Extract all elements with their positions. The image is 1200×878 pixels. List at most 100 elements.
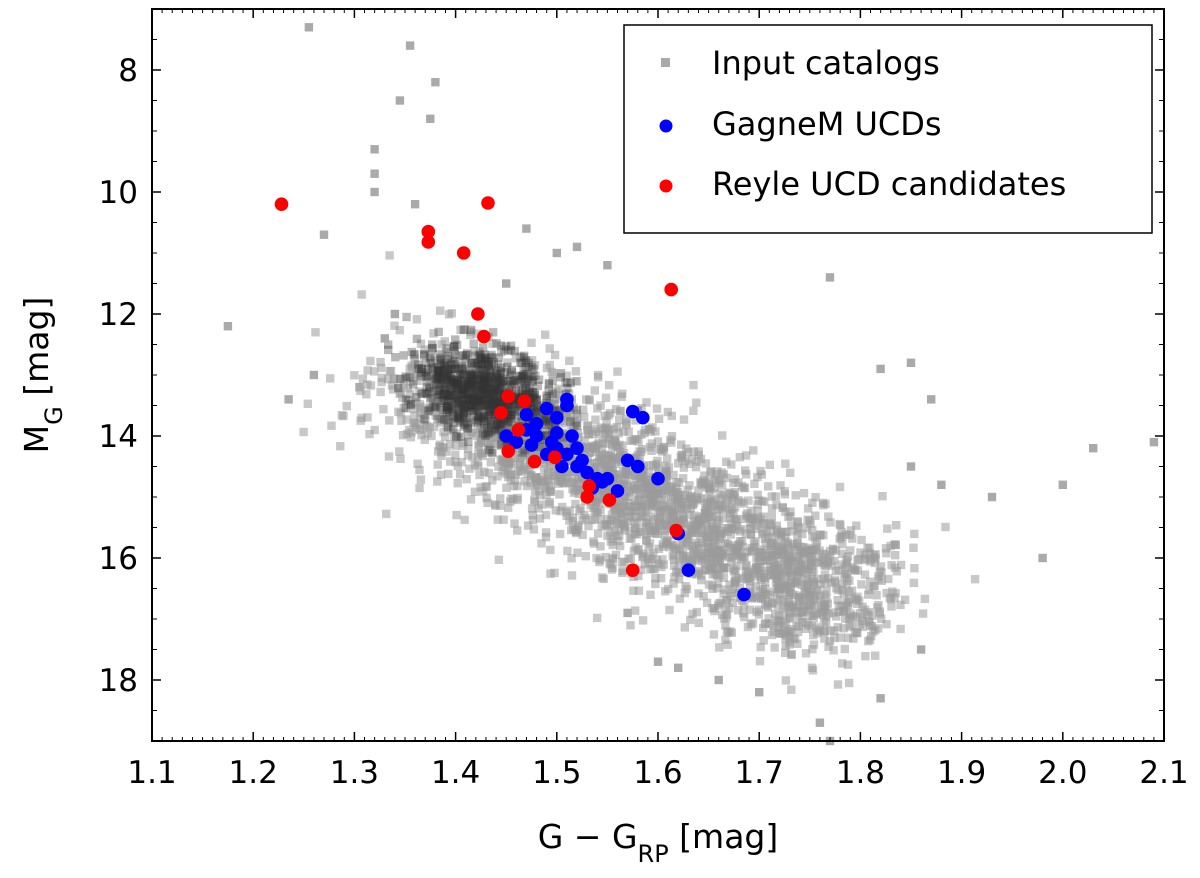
input-catalog-point <box>484 468 493 478</box>
input-catalog-point <box>426 114 435 123</box>
input-catalog-point <box>473 403 483 413</box>
input-catalog-point <box>394 383 404 393</box>
input-catalog-point <box>490 386 499 396</box>
input-catalog-point <box>765 460 774 470</box>
input-catalog-point <box>685 510 694 520</box>
input-catalog-point <box>455 358 464 367</box>
input-catalog-point <box>681 581 690 591</box>
input-catalog-point <box>476 393 485 403</box>
input-catalog-point <box>692 538 701 548</box>
legend-label-gagnem-ucds: GagneM UCDs <box>712 105 942 143</box>
input-catalog-point <box>435 356 444 366</box>
input-catalog-point <box>458 412 467 422</box>
input-catalog-point <box>444 396 453 406</box>
input-catalog-point <box>649 497 659 506</box>
input-catalog-point <box>504 503 513 512</box>
input-catalog-point <box>786 579 795 588</box>
input-catalog-point <box>489 378 498 388</box>
input-catalog-point <box>440 396 449 406</box>
input-catalog-point <box>718 505 727 515</box>
input-catalog-point <box>464 394 473 404</box>
input-catalog-point <box>467 385 477 394</box>
input-catalog-point <box>461 396 471 405</box>
input-catalog-point <box>626 621 635 630</box>
input-catalog-point <box>838 532 847 541</box>
input-catalog-point <box>456 390 465 399</box>
input-catalog-point <box>800 561 809 570</box>
input-catalog-point <box>461 400 471 409</box>
input-catalog-point <box>514 401 523 411</box>
input-catalog-point <box>480 414 489 423</box>
input-catalog-point <box>637 501 647 510</box>
input-catalog-point <box>661 587 670 596</box>
input-catalog-point <box>416 339 426 348</box>
input-catalog-point <box>420 421 429 430</box>
input-catalog-point <box>527 376 536 385</box>
input-catalog-point <box>630 530 640 539</box>
gagnem-ucd-point <box>529 417 544 431</box>
x-tick-label: 1.2 <box>229 755 278 791</box>
input-catalog-point <box>468 370 477 379</box>
input-catalog-point <box>508 459 518 469</box>
input-catalog-point <box>615 524 624 533</box>
input-catalog-point <box>576 504 585 513</box>
input-catalog-point <box>799 602 809 611</box>
input-catalog-point <box>680 490 689 499</box>
input-catalog-point <box>802 523 812 533</box>
input-catalog-point <box>492 398 502 407</box>
legend-marker-input-catalogs <box>661 58 670 67</box>
input-catalog-point <box>474 361 483 371</box>
input-catalog-point <box>716 534 725 543</box>
input-catalog-point <box>664 463 674 472</box>
input-catalog-point <box>637 565 646 575</box>
input-catalog-point <box>495 391 504 401</box>
input-catalog-point <box>792 622 801 631</box>
input-catalog-point <box>884 574 893 584</box>
input-catalog-point <box>814 557 823 567</box>
input-catalog-point <box>529 372 538 381</box>
input-catalog-point <box>853 556 862 565</box>
input-catalog-point <box>525 465 534 474</box>
input-catalog-point <box>987 492 997 502</box>
input-catalog-point <box>485 365 494 375</box>
input-catalog-point <box>700 471 709 480</box>
input-catalog-point <box>464 437 473 446</box>
input-catalog-point <box>482 482 491 491</box>
legend-marker-reyle-ucd-candidates <box>659 179 673 193</box>
input-catalog-point <box>616 406 625 416</box>
input-catalog-point <box>459 370 469 379</box>
input-catalog-point <box>876 562 886 571</box>
input-catalog-point <box>632 435 641 444</box>
input-catalog-point <box>398 374 407 383</box>
input-catalog-point <box>835 482 845 492</box>
input-catalog-point <box>792 540 802 549</box>
input-catalog-point <box>409 380 418 389</box>
y-tick-label: 10 <box>99 175 138 211</box>
input-catalog-point <box>486 352 495 362</box>
input-catalog-point <box>794 614 803 623</box>
input-catalog-point <box>493 360 503 369</box>
input-catalog-point <box>844 678 854 688</box>
input-catalog-point <box>223 322 233 331</box>
input-catalog-point <box>860 570 870 579</box>
input-catalog-point <box>460 407 469 417</box>
gagnem-ucd-point <box>519 407 534 422</box>
input-catalog-point <box>479 380 488 390</box>
input-catalog-point <box>463 451 473 460</box>
input-catalog-point <box>495 373 505 382</box>
input-catalog-point <box>513 526 522 535</box>
input-catalog-point <box>669 579 678 588</box>
input-catalog-point <box>754 605 764 615</box>
input-catalog-point <box>712 584 722 593</box>
input-catalog-point <box>617 558 627 567</box>
input-catalog-point <box>758 530 767 539</box>
input-catalog-point <box>484 380 493 389</box>
x-axis-label: G − GRP [mag] <box>538 817 779 868</box>
input-catalog-point <box>521 390 531 399</box>
input-catalog-point <box>483 498 492 508</box>
input-catalog-point <box>525 388 534 398</box>
input-catalog-point <box>760 573 769 583</box>
input-catalog-point <box>559 478 568 487</box>
input-catalog-point <box>618 566 627 576</box>
input-catalog-point <box>567 554 576 563</box>
